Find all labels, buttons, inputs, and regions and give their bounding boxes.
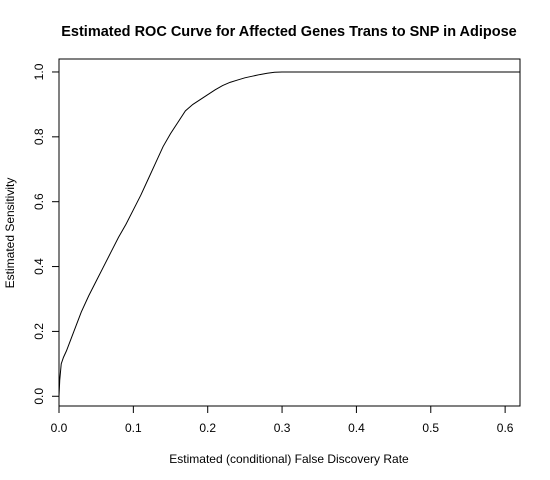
y-tick-label: 0.0: [32, 388, 46, 405]
x-tick-label: 0.3: [274, 421, 291, 435]
x-axis: 0.0 0.1 0.2 0.3 0.4 0.5 0.6: [51, 405, 514, 435]
x-tick-label: 0.6: [497, 421, 514, 435]
roc-curve-line: [58, 71, 520, 397]
y-tick-label: 1.0: [32, 63, 46, 80]
y-tick-label: 0.6: [32, 193, 46, 210]
y-tick-label: 0.4: [32, 258, 46, 275]
y-tick-label: 0.8: [32, 128, 46, 145]
plot-frame: [58, 58, 521, 407]
chart-title: Estimated ROC Curve for Affected Genes T…: [61, 24, 517, 40]
y-tick-label: 0.2: [32, 323, 46, 340]
x-tick-label: 0.0: [51, 421, 68, 435]
y-axis: 0.0 0.2 0.4 0.6 0.8 1.0: [32, 63, 60, 405]
x-tick-label: 0.1: [125, 421, 142, 435]
x-tick-label: 0.4: [348, 421, 365, 435]
y-axis-label: Estimated Sensitivity: [3, 178, 17, 289]
x-axis-label: Estimated (conditional) False Discovery …: [169, 452, 409, 466]
x-tick-label: 0.5: [422, 421, 439, 435]
x-tick-label: 0.2: [199, 421, 216, 435]
